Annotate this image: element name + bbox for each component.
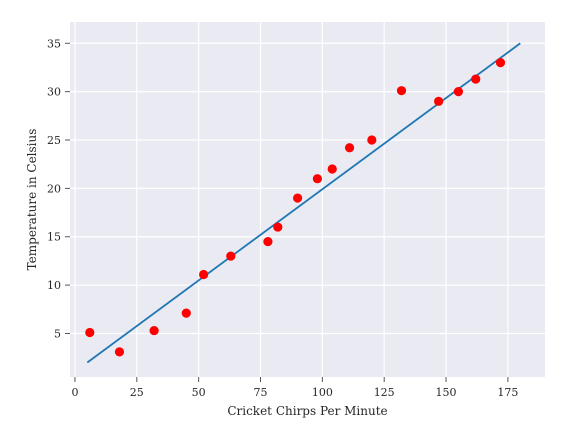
data-point [199, 270, 208, 279]
data-point [367, 135, 376, 144]
x-tick-label: 150 [436, 386, 457, 399]
data-point [328, 164, 337, 173]
y-axis-ticks: 5 10 15 20 25 30 35 [47, 37, 70, 340]
y-tick-label: 30 [47, 86, 61, 99]
x-axis-ticks: 0 25 50 75 100 125 150 175 [71, 377, 518, 399]
y-tick-label: 25 [47, 134, 61, 147]
data-point [496, 58, 505, 67]
data-point [471, 74, 480, 83]
data-point [182, 309, 191, 318]
y-axis-label: Temperature in Celsius [25, 129, 39, 271]
x-tick-label: 25 [130, 386, 144, 399]
x-tick-label: 50 [192, 386, 206, 399]
data-point [345, 143, 354, 152]
data-point [115, 347, 124, 356]
x-axis-label: Cricket Chirps Per Minute [227, 404, 387, 418]
data-point [397, 86, 406, 95]
data-point [150, 326, 159, 335]
x-tick-label: 175 [497, 386, 518, 399]
y-tick-label: 10 [47, 279, 61, 292]
data-point [293, 193, 302, 202]
x-tick-label: 100 [312, 386, 333, 399]
x-tick-label: 75 [253, 386, 267, 399]
data-point [273, 222, 282, 231]
data-point [263, 237, 272, 246]
y-tick-label: 5 [54, 327, 61, 340]
data-point [313, 174, 322, 183]
x-tick-label: 125 [374, 386, 395, 399]
y-tick-label: 15 [47, 231, 61, 244]
y-tick-label: 35 [47, 37, 61, 50]
x-tick-label: 0 [71, 386, 78, 399]
data-point [85, 328, 94, 337]
data-point [454, 87, 463, 96]
y-tick-label: 20 [47, 182, 61, 195]
data-point [434, 97, 443, 106]
data-point [226, 251, 235, 260]
